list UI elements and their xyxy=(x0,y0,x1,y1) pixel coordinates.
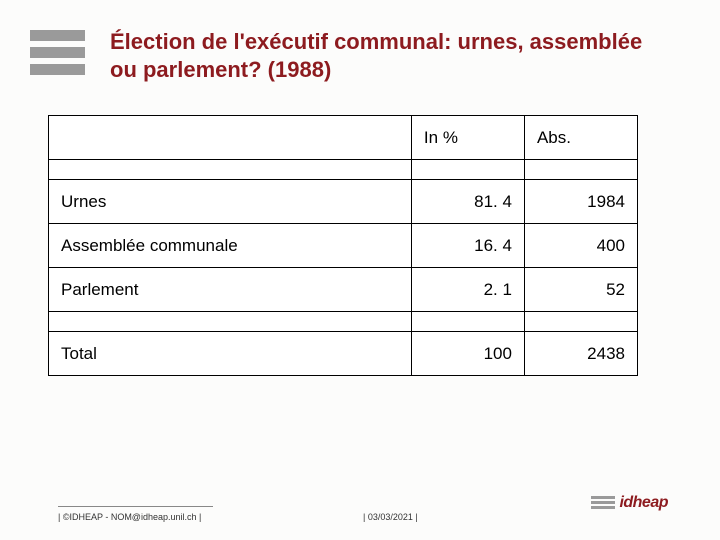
footer-brand: idheap xyxy=(591,494,668,512)
row-pct: 81. 4 xyxy=(411,180,524,224)
row-abs: 400 xyxy=(524,224,637,268)
row-label: Parlement xyxy=(49,268,412,312)
logo-bar-3 xyxy=(30,64,85,75)
row-label: Urnes xyxy=(49,180,412,224)
brand-text: idheap xyxy=(619,494,668,512)
col-header-abs: Abs. xyxy=(524,116,637,160)
footer: | ©IDHEAP - NOM@idheap.unil.ch | | 03/03… xyxy=(58,512,668,522)
table-row: Urnes 81. 4 1984 xyxy=(49,180,638,224)
logo-bars xyxy=(30,30,85,81)
row-pct: 2. 1 xyxy=(411,268,524,312)
footer-date: | 03/03/2021 | xyxy=(363,512,418,522)
table-row: Assemblée communale 16. 4 400 xyxy=(49,224,638,268)
table-spacer-row xyxy=(49,312,638,332)
total-pct: 100 xyxy=(411,332,524,376)
col-header-pct: In % xyxy=(411,116,524,160)
row-label: Assemblée communale xyxy=(49,224,412,268)
election-table: In % Abs. Urnes 81. 4 1984 Assemblée com… xyxy=(48,115,638,376)
row-abs: 52 xyxy=(524,268,637,312)
footer-left: | ©IDHEAP - NOM@idheap.unil.ch | xyxy=(58,512,201,522)
table-row: Parlement 2. 1 52 xyxy=(49,268,638,312)
logo-bar-2 xyxy=(30,47,85,58)
table-header-row: In % Abs. xyxy=(49,116,638,160)
total-label: Total xyxy=(49,332,412,376)
page-title: Élection de l'exécutif communal: urnes, … xyxy=(110,28,670,83)
row-abs: 1984 xyxy=(524,180,637,224)
col-header-blank xyxy=(49,116,412,160)
total-abs: 2438 xyxy=(524,332,637,376)
row-pct: 16. 4 xyxy=(411,224,524,268)
table-total-row: Total 100 2438 xyxy=(49,332,638,376)
logo-bar-1 xyxy=(30,30,85,41)
brand-bars-icon xyxy=(591,496,615,511)
table-spacer-row xyxy=(49,160,638,180)
footer-rule xyxy=(58,506,213,507)
